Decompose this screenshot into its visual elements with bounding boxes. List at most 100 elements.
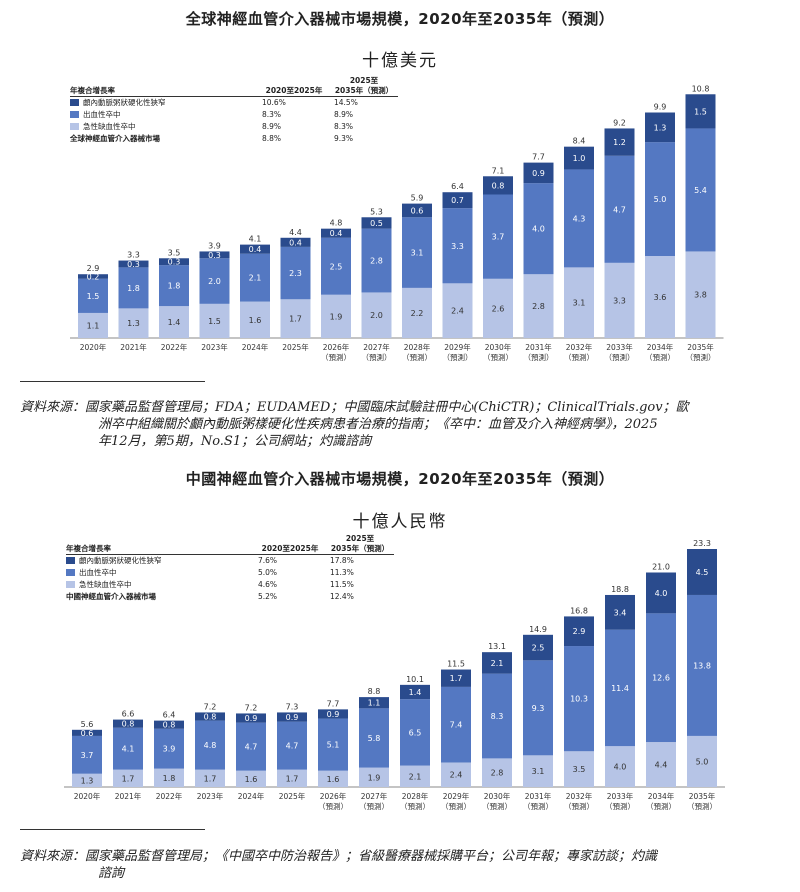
bar-value-label: 0.2	[87, 273, 100, 282]
bar-total-label: 7.2	[204, 702, 217, 711]
bar-total-label: 10.1	[406, 675, 424, 684]
x-tick-label: 2021年	[115, 791, 142, 801]
bar-segment	[195, 720, 225, 770]
bar-total-label: 5.9	[411, 194, 424, 203]
bar-segment	[402, 217, 432, 288]
bar-value-label: 0.9	[245, 714, 258, 723]
x-tick-label: 2027年	[363, 342, 390, 352]
cagr-header-period2: 2025至 2035年（預測）	[330, 76, 398, 97]
cagr-row: 出血性卒中 5.0% 11.3%	[66, 567, 394, 579]
bar-segment	[359, 697, 389, 709]
bar-value-label: 1.8	[163, 774, 176, 783]
cagr-header-period1: 2020至2025年	[254, 534, 326, 555]
x-tick-forecast-label: （預測）	[443, 352, 473, 362]
x-tick-label: 2024年	[238, 791, 265, 801]
bar-segment	[78, 274, 108, 279]
bar-segment	[523, 660, 553, 756]
bar-value-label: 3.1	[573, 299, 586, 308]
bar-segment	[113, 719, 143, 728]
bar-segment	[199, 251, 230, 259]
bar-total-label: 7.7	[532, 153, 545, 162]
bar-total-label: 10.8	[692, 84, 710, 93]
bar-segment	[195, 769, 225, 787]
bar-value-label: 1.4	[168, 318, 181, 327]
legend-swatch-bottom	[70, 123, 79, 130]
bar-value-label: 0.9	[327, 710, 340, 719]
bar-value-label: 0.3	[127, 260, 140, 269]
bar-value-label: 2.8	[532, 302, 545, 311]
bar-segment	[605, 746, 635, 787]
bar-segment	[280, 246, 311, 300]
x-tick-label: 2025年	[282, 342, 309, 352]
bar-segment	[361, 228, 392, 293]
legend-swatch-mid	[66, 569, 75, 576]
bar-value-label: 3.7	[81, 751, 94, 760]
bar-segment	[645, 142, 675, 256]
bar-segment	[442, 283, 473, 338]
x-tick-label: 2031年	[525, 342, 552, 352]
x-tick-label: 2032年	[566, 791, 593, 801]
bar-value-label: 1.2	[613, 138, 626, 147]
chart1-title: 全球神經血管介入器械市場規模，2020年至2035年（預測）	[185, 10, 615, 28]
bar-value-label: 1.7	[289, 315, 302, 324]
bar-total-label: 23.3	[693, 539, 711, 548]
bar-total-label: 21.0	[652, 562, 670, 571]
x-tick-forecast-label: （預測）	[400, 801, 430, 811]
bar-value-label: 0.8	[492, 181, 505, 190]
bar-segment	[318, 718, 348, 771]
cagr-header-label: 年複合增長率	[66, 534, 254, 555]
bar-value-label: 2.3	[289, 269, 302, 278]
chart1-source: 資料來源：國家藥品監督管理局；FDA；EUDAMED；中國臨床試驗註冊中心(Ch…	[20, 400, 689, 449]
bar-segment	[523, 274, 554, 338]
bar-value-label: 0.9	[532, 169, 545, 178]
bar-value-label: 5.0	[696, 757, 709, 766]
bar-value-label: 4.7	[286, 742, 299, 751]
bar-total-label: 4.1	[249, 235, 262, 244]
bar-segment	[361, 292, 392, 338]
x-tick-forecast-label: （預測）	[687, 801, 717, 811]
bar-value-label: 2.1	[249, 274, 262, 283]
bar-value-label: 0.7	[451, 196, 464, 205]
bar-total-label: 6.4	[451, 182, 464, 191]
chart2-title: 中國神經血管介入器械市場規模，2020年至2035年（預測）	[185, 470, 615, 488]
x-tick-forecast-label: （預測）	[321, 352, 351, 362]
bar-total-label: 7.3	[286, 702, 299, 711]
bar-value-label: 1.5	[694, 107, 707, 116]
bar-segment	[441, 686, 471, 763]
bar-segment	[318, 770, 348, 787]
bar-value-label: 0.9	[286, 713, 299, 722]
x-tick-label: 2028年	[404, 342, 431, 352]
bar-total-label: 18.8	[611, 585, 629, 594]
cagr-row: 出血性卒中 8.3% 8.9%	[70, 109, 398, 121]
x-tick-label: 2029年	[443, 791, 470, 801]
bar-segment	[159, 265, 189, 307]
bar-value-label: 4.8	[204, 741, 217, 750]
bar-segment	[564, 146, 594, 170]
bar-total-label: 7.1	[492, 166, 505, 175]
bar-value-label: 3.8	[694, 291, 707, 300]
cagr-row: 顱內動脈粥狀硬化性狹窄 10.6% 14.5%	[70, 97, 398, 110]
bar-total-label: 3.5	[168, 248, 181, 257]
bar-segment	[482, 673, 512, 759]
bar-segment	[483, 278, 513, 338]
bar-value-label: 4.0	[655, 589, 668, 598]
bar-segment	[318, 709, 348, 719]
x-tick-label: 2032年	[566, 342, 593, 352]
bar-total-label: 6.6	[122, 710, 135, 719]
bar-segment	[400, 684, 430, 700]
x-tick-label: 2029年	[444, 342, 471, 352]
bar-segment	[646, 572, 676, 614]
cagr-header-label: 年複合增長率	[70, 76, 258, 97]
bar-segment	[523, 183, 554, 275]
x-tick-forecast-label: （預測）	[483, 352, 513, 362]
bar-segment	[646, 742, 676, 787]
cagr-row: 急性缺血性卒中 8.9% 8.3%	[70, 121, 398, 133]
x-tick-forecast-label: （預測）	[564, 801, 594, 811]
bar-value-label: 1.5	[87, 292, 100, 301]
bar-value-label: 2.8	[491, 769, 504, 778]
bar-value-label: 3.3	[613, 296, 626, 305]
chart2-bar-chart: 1.33.70.65.62020年1.74.10.86.62021年1.83.9…	[64, 539, 725, 811]
bar-value-label: 1.3	[654, 123, 667, 132]
bar-segment	[199, 303, 230, 338]
bar-value-label: 1.6	[327, 775, 340, 784]
